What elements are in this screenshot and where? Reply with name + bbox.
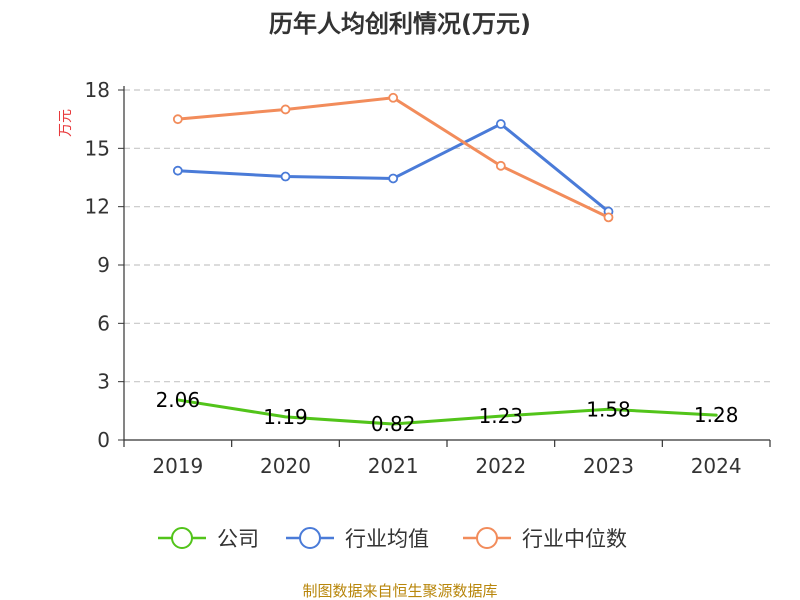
- data-label: 1.19: [263, 405, 308, 429]
- data-label: 0.82: [371, 412, 416, 436]
- data-point[interactable]: [280, 171, 291, 182]
- legend-marker-icon: [299, 527, 321, 549]
- grid: [124, 89, 770, 383]
- axes: 0 3 6 9 12 15 18 2019 2020 2021 2022 2023 2024: [85, 78, 771, 478]
- legend-marker-icon: [476, 527, 498, 549]
- y-tick-label: 18: [85, 78, 110, 102]
- y-tick-label: 9: [97, 253, 110, 277]
- y-tick-label: 6: [97, 311, 110, 335]
- chart-title: 历年人均创利情况(万元): [269, 10, 531, 38]
- legend-label: 行业中位数: [522, 527, 627, 551]
- data-point[interactable]: [172, 114, 183, 125]
- data-point[interactable]: [388, 173, 399, 184]
- y-tick-label: 3: [97, 370, 110, 394]
- series-line: [176, 122, 610, 214]
- series-line: [176, 398, 718, 426]
- x-tick-label: 2021: [368, 454, 419, 478]
- legend-item-industry-median[interactable]: 行业中位数: [463, 527, 627, 551]
- x-tick-label: 2019: [152, 454, 203, 478]
- y-tick-label: 0: [97, 428, 110, 452]
- data-label: 1.28: [694, 403, 739, 427]
- data-point[interactable]: [603, 212, 614, 223]
- x-tick-label: 2024: [691, 454, 742, 478]
- data-point[interactable]: [495, 160, 506, 171]
- series-industry-median: [172, 92, 614, 223]
- series-company: [176, 398, 718, 426]
- x-tick-label: 2023: [583, 454, 634, 478]
- legend-label: 公司: [217, 527, 259, 551]
- series-area: [172, 92, 718, 426]
- data-point[interactable]: [172, 165, 183, 176]
- x-tick-label: 2020: [260, 454, 311, 478]
- y-tick-label: 12: [85, 195, 110, 219]
- data-label: 1.23: [479, 404, 524, 428]
- data-point[interactable]: [495, 119, 506, 129]
- data-labels: 2.06 1.19 0.82 1.23 1.58 1.28: [156, 388, 739, 436]
- x-tick-label: 2022: [475, 454, 526, 478]
- data-point[interactable]: [388, 92, 399, 103]
- series-industry-mean: [172, 119, 614, 217]
- legend-item-company[interactable]: 公司: [158, 527, 259, 551]
- y-tick-label: 15: [85, 136, 110, 160]
- data-point[interactable]: [280, 104, 291, 115]
- data-label: 2.06: [156, 388, 201, 412]
- y-axis-label: 万元: [58, 109, 74, 137]
- source-note: 制图数据来自恒生聚源数据库: [302, 582, 497, 600]
- legend-label: 行业均值: [345, 527, 429, 551]
- legend-item-industry-mean[interactable]: 行业均值: [286, 527, 429, 551]
- legend-marker-icon: [171, 527, 193, 549]
- legend: 公司 行业均值 行业中位数: [158, 527, 627, 551]
- data-label: 1.58: [586, 397, 631, 421]
